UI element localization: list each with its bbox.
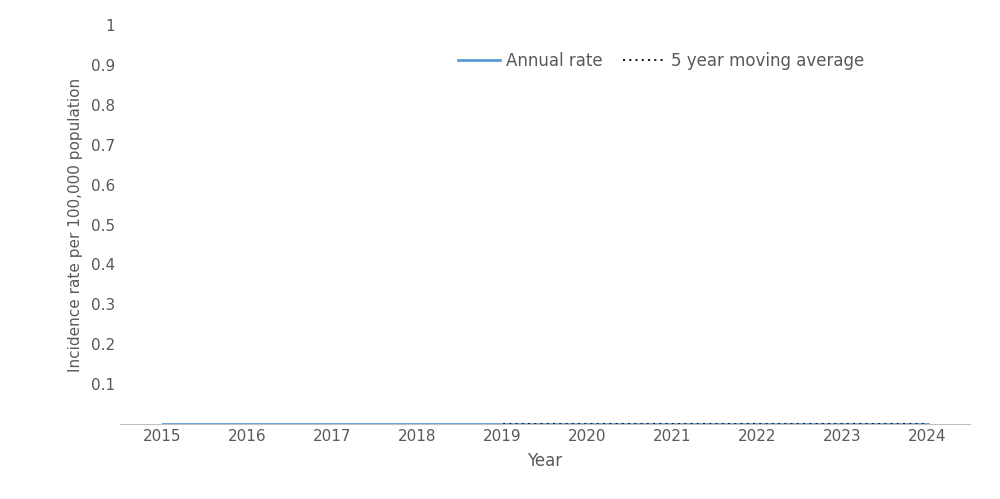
Y-axis label: Incidence rate per 100,000 population: Incidence rate per 100,000 population [68,77,83,372]
X-axis label: Year: Year [527,453,563,471]
Legend: Annual rate, 5 year moving average: Annual rate, 5 year moving average [451,45,871,76]
